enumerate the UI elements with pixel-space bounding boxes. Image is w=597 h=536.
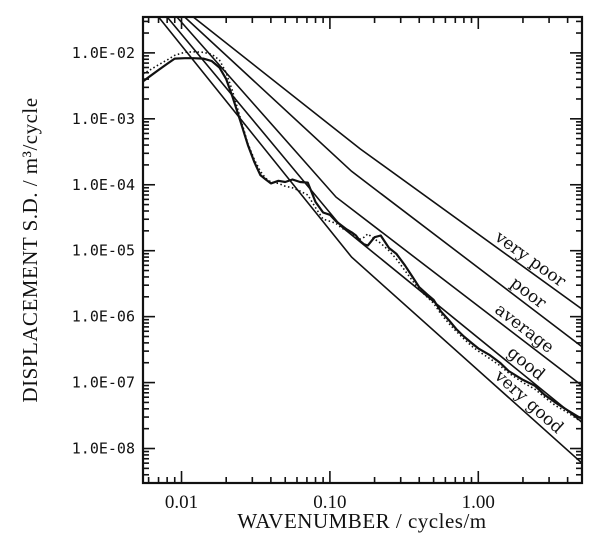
y-tick-label: 1.0E-05 (72, 242, 135, 260)
y-tick-label: 1.0E-02 (72, 44, 135, 62)
y-tick-label: 1.0E-08 (72, 440, 135, 458)
y-tick-label: 1.0E-03 (72, 110, 135, 128)
y-tick-label: 1.0E-04 (72, 176, 135, 194)
x-axis-label: WAVENUMBER / cycles/m (237, 509, 486, 533)
reference-line-very-poor (192, 17, 582, 310)
axis-ticks (143, 17, 583, 484)
x-tick-label: 1.00 (462, 492, 495, 513)
x-tick-label: 0.10 (313, 492, 346, 513)
measured-series-solid (143, 57, 582, 420)
reference-line-very-good (157, 17, 582, 464)
reference-line-average (176, 17, 582, 387)
reference-line-poor (184, 17, 582, 348)
tick-labels: 1.0E-02 1.0E-03 1.0E-04 1.0E-05 1.0E-06 1.0E-… (72, 44, 495, 513)
y-tick-label: 1.0E-06 (72, 308, 135, 326)
x-tick-label: 0.01 (165, 492, 198, 513)
y-axis-label: DISPLACEMENT S.D. / m³/cycle (18, 97, 42, 402)
measured-spectra (143, 50, 582, 423)
roughness-class-lines (157, 17, 582, 464)
y-tick-label: 1.0E-07 (72, 374, 135, 392)
